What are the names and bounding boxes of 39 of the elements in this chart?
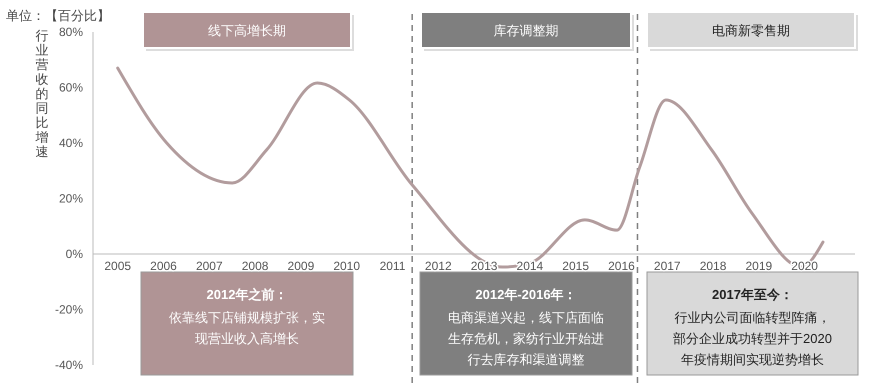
x-tick-label: 2015	[562, 259, 590, 273]
header-box: 库存调整期	[420, 11, 634, 51]
caption-box: 2012年-2016年： 电商渠道兴起，线下店面临生存危机，家纺行业开始进行去库存和渠道调整	[420, 272, 632, 376]
header-box: 电商新零售期	[646, 11, 858, 51]
x-tick-label: 2006	[150, 259, 178, 273]
annotation: 2012年-2016年：	[475, 287, 577, 302]
y-tick-label: 40%	[58, 136, 84, 150]
annotation: 线下高增长期	[208, 23, 286, 38]
text: 单位：【百分比】	[6, 8, 110, 23]
y-tick-label: 20%	[58, 192, 84, 206]
x-tick-label: 2014	[516, 259, 544, 273]
annotation: 2012年之前：	[206, 287, 288, 302]
y-tick-label: 60%	[58, 80, 84, 95]
annotation: 电商渠道兴起，线下店面临生存危机，家纺行业开始进行去库存和渠道调整	[448, 310, 604, 367]
x-tick-label: 2010	[333, 259, 360, 273]
annotation: 依靠线下店铺规模扩张，实现营业收入高增长	[169, 310, 325, 346]
x-tick-label: 2013	[470, 259, 498, 273]
x-tick-label: 2019	[745, 259, 773, 273]
caption-box: 2012年之前： 依靠线下店铺规模扩张，实现营业收入高增长	[140, 272, 354, 376]
annotation: 库存调整期	[494, 23, 558, 38]
x-tick-label: 2007	[196, 259, 223, 273]
y-tick-label: 0%	[66, 247, 84, 262]
x-tick-label: 2009	[288, 259, 315, 273]
annotation: 2017年至今：	[712, 287, 793, 302]
x-tick-label: 2017	[654, 259, 681, 273]
text: 行业营收的同比增速	[36, 28, 48, 159]
header-box: 线下高增长期	[142, 11, 354, 51]
y-tick-label: -20%	[54, 302, 84, 317]
x-tick-label: 2008	[242, 259, 269, 273]
x-tick-label: 2005	[104, 259, 132, 273]
x-tick-label: 2018	[700, 259, 727, 273]
y-tick-label: -40%	[54, 358, 84, 372]
annotation: 电商新零售期	[712, 23, 790, 38]
y-tick-label: 80%	[58, 25, 84, 40]
x-tick-label: 2012	[424, 259, 452, 273]
annotation: 行业内公司面临转型阵痛，部分企业成功转型并于2020年疫情期间实现逆势增长	[673, 310, 832, 367]
caption-box: 2017年至今： 行业内公司面临转型阵痛，部分企业成功转型并于2020年疫情期间实现逆势增长	[646, 272, 858, 376]
x-tick-label: 2011	[380, 259, 406, 273]
x-tick-label: 2016	[608, 259, 636, 273]
